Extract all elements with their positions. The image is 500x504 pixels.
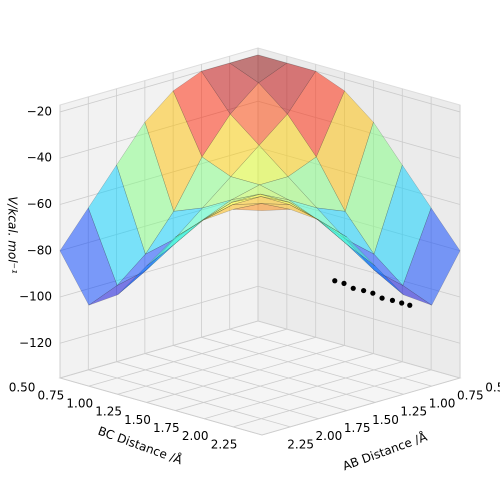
trajectory-point xyxy=(361,287,367,294)
y-tick-label: 2.25 xyxy=(211,437,238,451)
y-tick-label: 0.75 xyxy=(38,388,65,402)
x-axis-label: AB Distance /Å xyxy=(340,429,429,474)
y-tick-label: 1.00 xyxy=(66,397,93,411)
y-tick-label: 0.50 xyxy=(9,380,36,394)
z-tick-label: −120 xyxy=(19,336,52,350)
x-tick-label: 0.50 xyxy=(485,380,500,394)
x-tick-label: 0.75 xyxy=(457,388,484,402)
trajectory-point xyxy=(370,290,376,296)
z-axis-label: V/kcal. mol⁻¹ xyxy=(6,196,20,274)
trajectory-point xyxy=(399,300,405,306)
x-tick-label: 2.00 xyxy=(316,429,343,443)
y-tick-label: 2.00 xyxy=(182,429,209,443)
z-tick-label: −80 xyxy=(27,243,52,257)
trajectory-point xyxy=(407,302,413,308)
y-tick-label: 1.75 xyxy=(153,421,180,435)
grid-line xyxy=(233,96,432,428)
x-tick-label: 2.25 xyxy=(287,437,314,451)
plot-area: −20−40−60−80−100−1200.500.751.001.251.50… xyxy=(9,47,500,451)
y-tick-label: 1.50 xyxy=(124,413,151,427)
grid-line xyxy=(261,105,461,436)
z-tick-label: −100 xyxy=(19,290,52,304)
z-tick-label: −40 xyxy=(27,151,52,165)
x-tick-label: 1.00 xyxy=(429,397,456,411)
z-tick-label: −20 xyxy=(27,104,52,118)
surface-patch xyxy=(233,203,291,211)
x-tick-label: 1.75 xyxy=(344,421,371,435)
trajectory-point xyxy=(341,280,347,286)
x-tick-label: 1.25 xyxy=(400,405,427,419)
trajectory-point xyxy=(350,285,356,291)
z-tick-label: −60 xyxy=(27,197,52,211)
trajectory-point xyxy=(332,278,338,284)
y-tick-label: 1.25 xyxy=(95,405,122,419)
trajectory-point xyxy=(389,297,396,303)
x-tick-label: 1.50 xyxy=(372,413,399,427)
trajectory-point xyxy=(379,295,385,301)
